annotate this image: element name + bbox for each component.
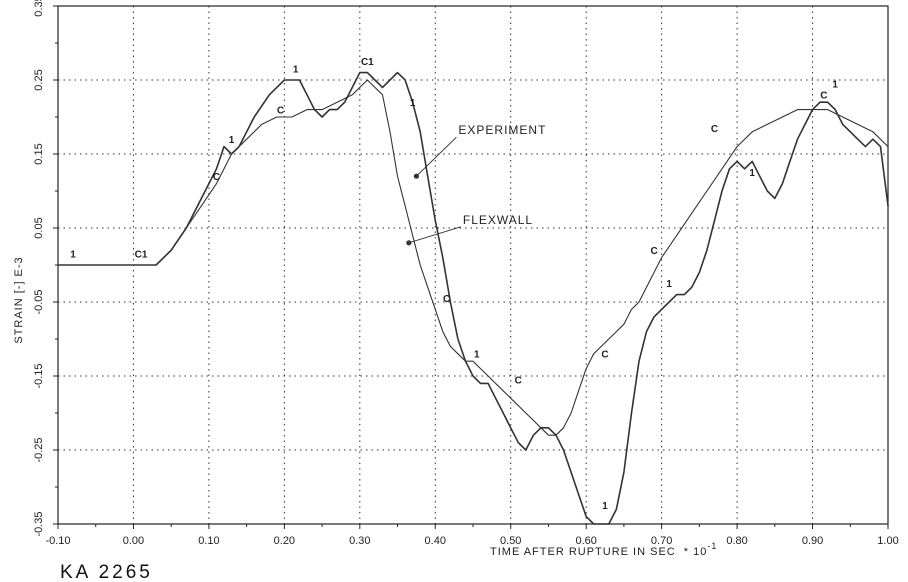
x-tick-label: 0.10 bbox=[198, 535, 219, 547]
x-tick-label: 0.70 bbox=[651, 535, 672, 547]
x-axis-label-text: TIME AFTER RUPTURE IN SEC bbox=[490, 546, 676, 558]
plot-frame bbox=[57, 5, 889, 525]
y-tick-label: -0.15 bbox=[33, 363, 45, 388]
x-tick-label: 0.90 bbox=[802, 535, 823, 547]
x-tick-label: 0.00 bbox=[123, 535, 144, 547]
annotation-dot bbox=[406, 240, 412, 246]
series-marker-label: C bbox=[277, 105, 284, 116]
series-marker-label: C bbox=[213, 172, 220, 183]
axes-layer bbox=[57, 5, 889, 525]
y-axis-label: STRAIN [-] E-3 bbox=[13, 256, 25, 343]
series-marker-label: 1 bbox=[70, 250, 76, 261]
x-tick-label: 0.20 bbox=[274, 535, 295, 547]
series-marker-label: 1 bbox=[749, 168, 755, 179]
series-marker-label: 1 bbox=[410, 98, 416, 109]
x-tick-label: 1.00 bbox=[877, 535, 898, 547]
grid-layer bbox=[58, 6, 888, 524]
annotation-label: FLEXWALL bbox=[463, 213, 533, 227]
ticks-layer: -0.10 0.00 0.10 0.20 0.30 0.40 0.50 0.60 0.70 0.8… bbox=[33, 0, 899, 547]
series-line-experiment bbox=[57, 71, 889, 525]
series-marker-label: C bbox=[515, 375, 522, 386]
series-marker-label: C bbox=[711, 124, 718, 135]
annotation-leader bbox=[416, 136, 457, 177]
series-marker-label: C bbox=[820, 91, 827, 102]
x-tick-label: 0.50 bbox=[500, 535, 521, 547]
series-marker-label: 1 bbox=[474, 350, 480, 361]
y-tick-label: 0.15 bbox=[33, 143, 45, 164]
x-tick-label: 0.40 bbox=[425, 535, 446, 547]
series-marker-label: C bbox=[601, 350, 608, 361]
series-marker-label: C bbox=[650, 246, 657, 257]
series-marker-label: C1 bbox=[361, 57, 374, 68]
series-line-flexwall bbox=[57, 79, 889, 436]
series-marker-label: 1 bbox=[666, 279, 672, 290]
annotation-dot bbox=[413, 173, 420, 179]
x-tick-label: -0.10 bbox=[45, 535, 70, 547]
y-tick-label: 0.35 bbox=[33, 0, 45, 17]
annotation-label: EXPERIMENT bbox=[458, 123, 546, 137]
series-marker-label: C bbox=[443, 294, 450, 305]
series-marker-label: 1 bbox=[602, 501, 608, 512]
x-tick-label: 0.60 bbox=[575, 535, 596, 547]
y-tick-label: -0.05 bbox=[33, 289, 45, 314]
series-marker-label: 1 bbox=[229, 135, 235, 146]
figure-code: KA 2265 bbox=[60, 562, 153, 582]
x-axis-label: TIME AFTER RUPTURE IN SEC * 10-1 bbox=[490, 541, 717, 558]
y-tick-label: 0.05 bbox=[33, 217, 45, 238]
y-tick-label: -0.25 bbox=[33, 437, 45, 462]
series-marker-label: 1 bbox=[293, 65, 299, 76]
series-layer bbox=[57, 71, 889, 525]
x-axis-label-exponent: -1 bbox=[707, 541, 717, 551]
x-tick-label: 0.80 bbox=[726, 535, 747, 547]
annotation-layer: EXPERIMENT FLEXWALL bbox=[406, 123, 546, 246]
y-tick-label: 0.25 bbox=[33, 69, 45, 90]
x-axis-label-factor: * 10 bbox=[684, 546, 708, 558]
y-tick-label: -0.35 bbox=[33, 511, 45, 536]
series-marker-label: 1 bbox=[832, 79, 838, 90]
annotation-leader bbox=[408, 226, 462, 244]
x-tick-label: 0.30 bbox=[349, 535, 370, 547]
series-marker-label: C1 bbox=[135, 250, 148, 261]
